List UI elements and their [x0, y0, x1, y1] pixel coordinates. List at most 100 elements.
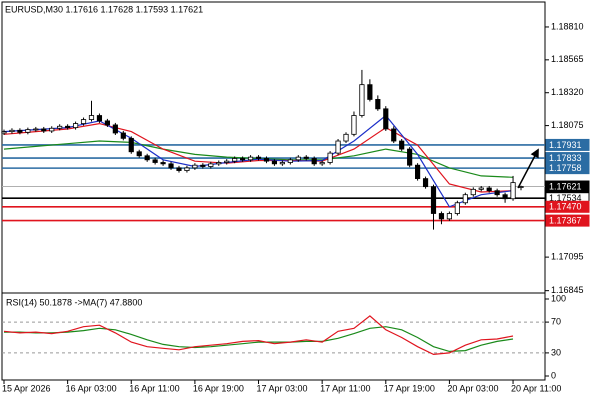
price-label-box [545, 214, 590, 227]
x-tick-label: 17 Apr 19:00 [384, 383, 435, 393]
candle-body [192, 164, 198, 169]
candle-body [335, 140, 341, 154]
candle-body [494, 190, 500, 196]
candle-body [279, 162, 285, 165]
candle-body [462, 194, 468, 204]
x-tick-label: 16 Apr 11:00 [129, 383, 179, 393]
candle-body [128, 137, 134, 153]
candle-body [247, 156, 254, 161]
candle-body [383, 108, 389, 130]
x-tick-label: 20 Apr 03:00 [447, 383, 498, 393]
candle-body [255, 156, 262, 159]
y-tick-label: 1.18075 [551, 120, 584, 130]
candle-body [25, 129, 31, 133]
x-tick-label: 16 Apr 19:00 [193, 383, 244, 393]
candle-body [224, 160, 230, 163]
candle-body [112, 124, 118, 134]
rsi-panel: 0 30 70 100 [2, 293, 566, 380]
candle-body [303, 156, 309, 159]
candle-body [311, 158, 317, 165]
candle-body [446, 213, 453, 220]
candle-body [478, 187, 484, 190]
y-tick-label: 1.16845 [551, 285, 584, 295]
candle-body [375, 99, 381, 110]
candle-body [152, 159, 158, 163]
candle-body [88, 115, 95, 120]
candle-body [96, 115, 103, 122]
x-tick-label: 17 Apr 03:00 [257, 383, 308, 393]
y-tick-label: 0 [551, 370, 556, 380]
candle-body [502, 194, 508, 200]
candle-body [415, 164, 421, 180]
candle-body [216, 162, 222, 165]
price-label-box [545, 180, 590, 193]
price-label-box [545, 162, 590, 175]
candle-body [136, 151, 142, 157]
level-lines [2, 144, 545, 222]
x-tick-label: 16 Apr 03:00 [66, 383, 117, 393]
candle-body [33, 128, 39, 131]
price-label: 1.17833 [549, 153, 582, 163]
x-tick-label: 20 Apr 11:00 [511, 383, 561, 393]
forecast-arrow [517, 148, 539, 189]
candle-body [41, 128, 47, 132]
price-label-box [545, 138, 590, 151]
price-label: 1.17534 [549, 193, 582, 203]
candle-body [295, 156, 301, 161]
candle-body [200, 164, 206, 167]
indicator-line [3, 122, 514, 193]
price-label: 1.17931 [549, 140, 582, 150]
y-tick-label: 70 [551, 316, 561, 326]
candle-body [407, 148, 413, 166]
x-tick-label: 15 Apr 2026 [2, 383, 51, 393]
plot-frame [1, 1, 546, 381]
price-panel: 1.188101.185651.183201.180751.173401.170… [1, 21, 590, 295]
chart-title: EURUSD,M30 1.17616 1.17628 1.17593 1.176… [5, 4, 203, 14]
price-label: 1.17758 [549, 163, 582, 173]
candle-body [438, 213, 445, 220]
candle-body [176, 167, 182, 171]
rsi-title: RSI(14) 50.1878 ->MA(7) 47.8800 [6, 297, 142, 307]
candle-body [367, 84, 373, 100]
y-tick-label: 30 [551, 347, 561, 357]
candle-body [72, 123, 79, 129]
candle-body [287, 159, 293, 163]
x-tick-label: 17 Apr 11:00 [320, 383, 370, 393]
candle-body [80, 119, 87, 124]
indicator-line [3, 315, 514, 356]
candle-body [391, 128, 397, 142]
candle-body [57, 125, 63, 129]
candle-body [359, 84, 365, 116]
candle-body [144, 155, 150, 161]
candle-body [430, 186, 437, 214]
candle-body [1, 131, 7, 134]
candle-body [168, 163, 174, 169]
candle-body [49, 127, 55, 132]
candle-body [470, 188, 476, 196]
candle-body [208, 163, 214, 167]
candle-body [17, 129, 23, 133]
indicator-line [4, 326, 514, 353]
candle-body [104, 120, 110, 126]
price-label: 1.17367 [549, 215, 582, 225]
candle-body [343, 133, 349, 142]
candle-body [399, 140, 405, 150]
candle-body [319, 162, 325, 165]
y-tick-label: 100 [551, 293, 566, 303]
candle-body [9, 129, 15, 133]
candle-body [184, 167, 190, 171]
candle-body [232, 158, 238, 162]
candle-body [65, 125, 71, 129]
candle-body [351, 115, 357, 135]
price-label: 1.17621 [549, 181, 582, 191]
candle-body [263, 158, 270, 162]
price-label-box [545, 200, 590, 213]
candle-body [160, 162, 166, 165]
candle-body [454, 202, 460, 214]
y-tick-label: 1.18565 [551, 54, 584, 64]
candle-body [422, 178, 429, 188]
y-tick-label: 1.18810 [551, 21, 584, 31]
candle-body [120, 132, 126, 139]
y-tick-label: 1.17095 [551, 251, 584, 261]
